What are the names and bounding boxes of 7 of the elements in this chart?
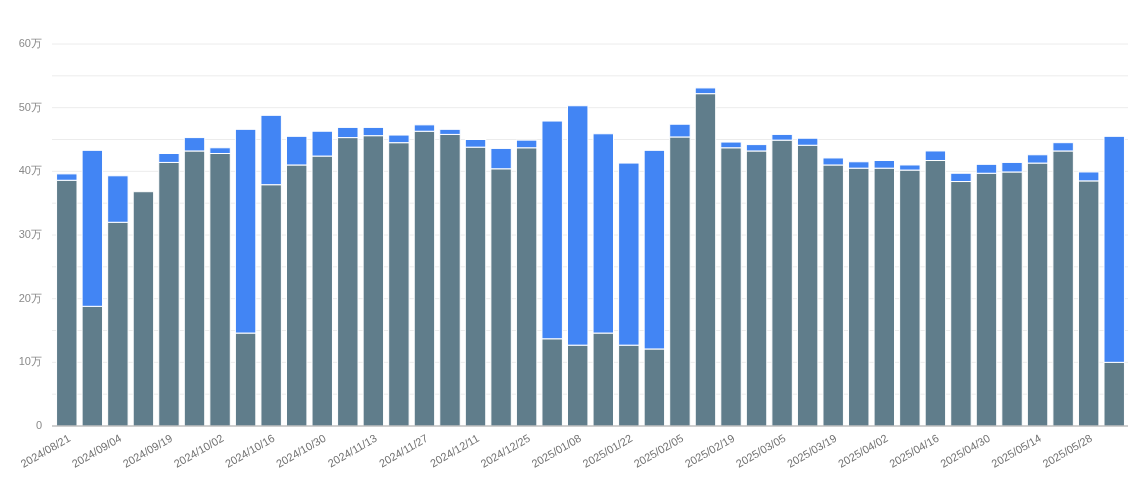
- y-tick-label: 20万: [18, 291, 42, 304]
- y-tick-label: 0: [35, 418, 42, 431]
- y-tick-label: 40万: [18, 164, 42, 177]
- y-tick-label: 30万: [18, 227, 42, 240]
- y-tick-label: 10万: [18, 355, 42, 368]
- y-tick-label: 60万: [18, 36, 42, 49]
- y-tick-label: 50万: [18, 100, 42, 113]
